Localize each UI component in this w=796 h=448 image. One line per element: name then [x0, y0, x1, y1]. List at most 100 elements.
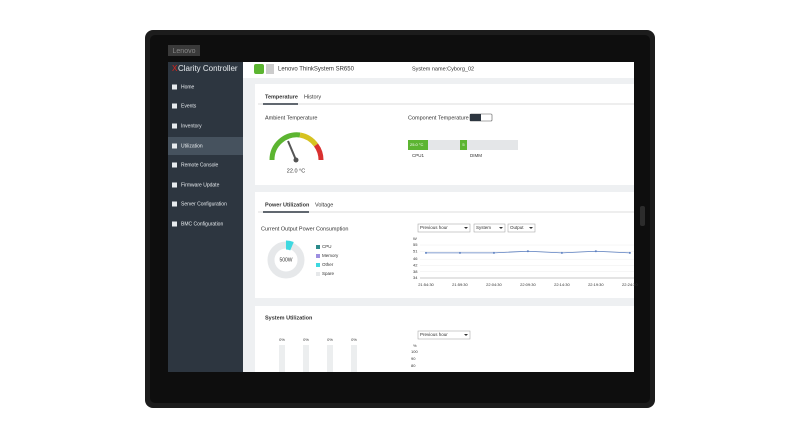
menu-item[interactable]: Firmware Update — [181, 182, 220, 188]
side-button — [640, 206, 645, 226]
menu-icon — [172, 162, 177, 168]
label: Current Output Power Consumption — [261, 226, 348, 232]
bar-track — [351, 345, 357, 372]
label: Ambient Temperature — [265, 115, 317, 121]
gauge-yellow — [299, 132, 319, 147]
dropdown[interactable] — [417, 223, 471, 233]
x-tick-label: 22:24:30 — [622, 282, 638, 287]
y-unit: % — [413, 343, 417, 348]
x-tick-label: 22:09:30 — [520, 282, 536, 287]
y-tick-label: 46 — [413, 256, 418, 261]
bar-label: 0% — [279, 337, 285, 342]
legend-label: Memory — [322, 253, 339, 258]
legend-label: Other — [322, 262, 334, 267]
menu-item[interactable]: Server Configuration — [181, 201, 227, 207]
dimm-bar — [460, 140, 467, 150]
tab[interactable]: History — [304, 94, 321, 100]
dropdown-label: Previous hour — [420, 332, 448, 337]
brand-x: X — [172, 64, 178, 73]
menu-item[interactable]: Events — [181, 103, 197, 109]
menu-item[interactable]: Utilization — [181, 143, 203, 149]
menu-item[interactable]: Remote Console — [181, 162, 218, 168]
tab-active[interactable]: Power Utilization — [265, 202, 310, 208]
product-name: Lenovo ThinkSystem SR650 — [278, 67, 355, 73]
point — [526, 250, 529, 253]
header — [243, 62, 634, 78]
bar-label: 0% — [351, 337, 357, 342]
legend-swatch — [316, 254, 320, 258]
logo-box — [168, 45, 200, 56]
tab[interactable]: Voltage — [315, 202, 333, 208]
bar-track — [327, 345, 333, 372]
donut-segment — [285, 240, 294, 251]
brand-name: Clarity Controller — [178, 64, 238, 73]
temperature-card — [255, 84, 634, 185]
brand: X Clarity Controller — [172, 64, 238, 73]
point — [492, 251, 495, 254]
y-tick-label: 51 — [413, 248, 418, 253]
menu-icon — [172, 182, 177, 188]
legend-swatch — [316, 245, 320, 249]
dropdown-caret — [464, 227, 468, 229]
menu-icon — [172, 84, 177, 90]
point — [594, 250, 597, 253]
menu-icon — [172, 201, 177, 207]
menu-active — [168, 137, 243, 155]
donut-value: 500W — [279, 257, 292, 263]
toggle-knob — [470, 114, 481, 121]
cpu-label: CPU1 — [412, 153, 425, 158]
point — [458, 251, 461, 254]
dimm-label: DIMM — [470, 153, 482, 158]
dropdown[interactable] — [473, 223, 506, 233]
legend: CPU Memory Other Spare — [316, 244, 339, 276]
dropdown-label: System — [476, 225, 491, 230]
x-tick-label: 21:59:30 — [452, 282, 468, 287]
status-icon — [254, 64, 264, 74]
menu-icon — [172, 143, 177, 149]
x-tick-label: 22:19:30 — [588, 282, 604, 287]
tab-active[interactable]: Temperature — [265, 94, 298, 100]
bar-track — [303, 345, 309, 372]
menu-icon — [172, 103, 177, 109]
dropdown-caret — [529, 227, 533, 229]
y-tick-label: 90 — [411, 356, 416, 361]
card-title: System Utilization — [265, 315, 313, 321]
ambient-value: 22.0 °C — [287, 168, 305, 174]
dimm-value: 5 — [462, 142, 465, 147]
menu-item[interactable]: Inventory — [181, 123, 202, 129]
x-tick-label: 22:14:30 — [554, 282, 570, 287]
cpu-value: 25.0 °C — [410, 142, 423, 147]
info-icon — [266, 64, 274, 74]
dropdown-label: Output — [510, 225, 524, 230]
menu-item[interactable]: BMC Configuration — [181, 221, 223, 227]
dropdown-label: Previous hour — [420, 225, 448, 230]
dropdown-caret — [464, 334, 468, 336]
y-tick-label: 34 — [413, 275, 418, 280]
dropdown[interactable] — [507, 223, 536, 233]
dropdown-caret — [499, 227, 503, 229]
legend-swatch — [316, 263, 320, 267]
utilization: 0% 0% 0% 0% Previous hour%100 90 80 — [279, 330, 471, 372]
x-tick-label: 21:54:30 — [418, 282, 434, 287]
y-unit: W — [413, 236, 417, 241]
sidebar — [168, 62, 243, 372]
y-tick-label: 100 — [411, 349, 418, 354]
y-tick-label: 42 — [413, 262, 418, 267]
system-name: System name:Cyborg_02 — [412, 66, 474, 72]
menu-item[interactable]: Home — [181, 84, 195, 90]
bar-track — [279, 345, 285, 372]
menu-icon — [172, 221, 177, 227]
dropdown[interactable] — [417, 330, 471, 340]
bar-label: 0% — [303, 337, 309, 342]
legend-label: Spare — [322, 271, 335, 276]
point — [560, 251, 563, 254]
point — [628, 251, 631, 254]
gauge-red — [313, 143, 324, 161]
bar-label: 0% — [327, 337, 333, 342]
legend-swatch — [316, 272, 320, 276]
label: Component Temperature — [408, 115, 469, 121]
menu: Home Events Inventory Utilization Remote Con… — [168, 84, 243, 227]
y-tick-label: 38 — [413, 269, 418, 274]
gauge-hub — [293, 157, 299, 163]
